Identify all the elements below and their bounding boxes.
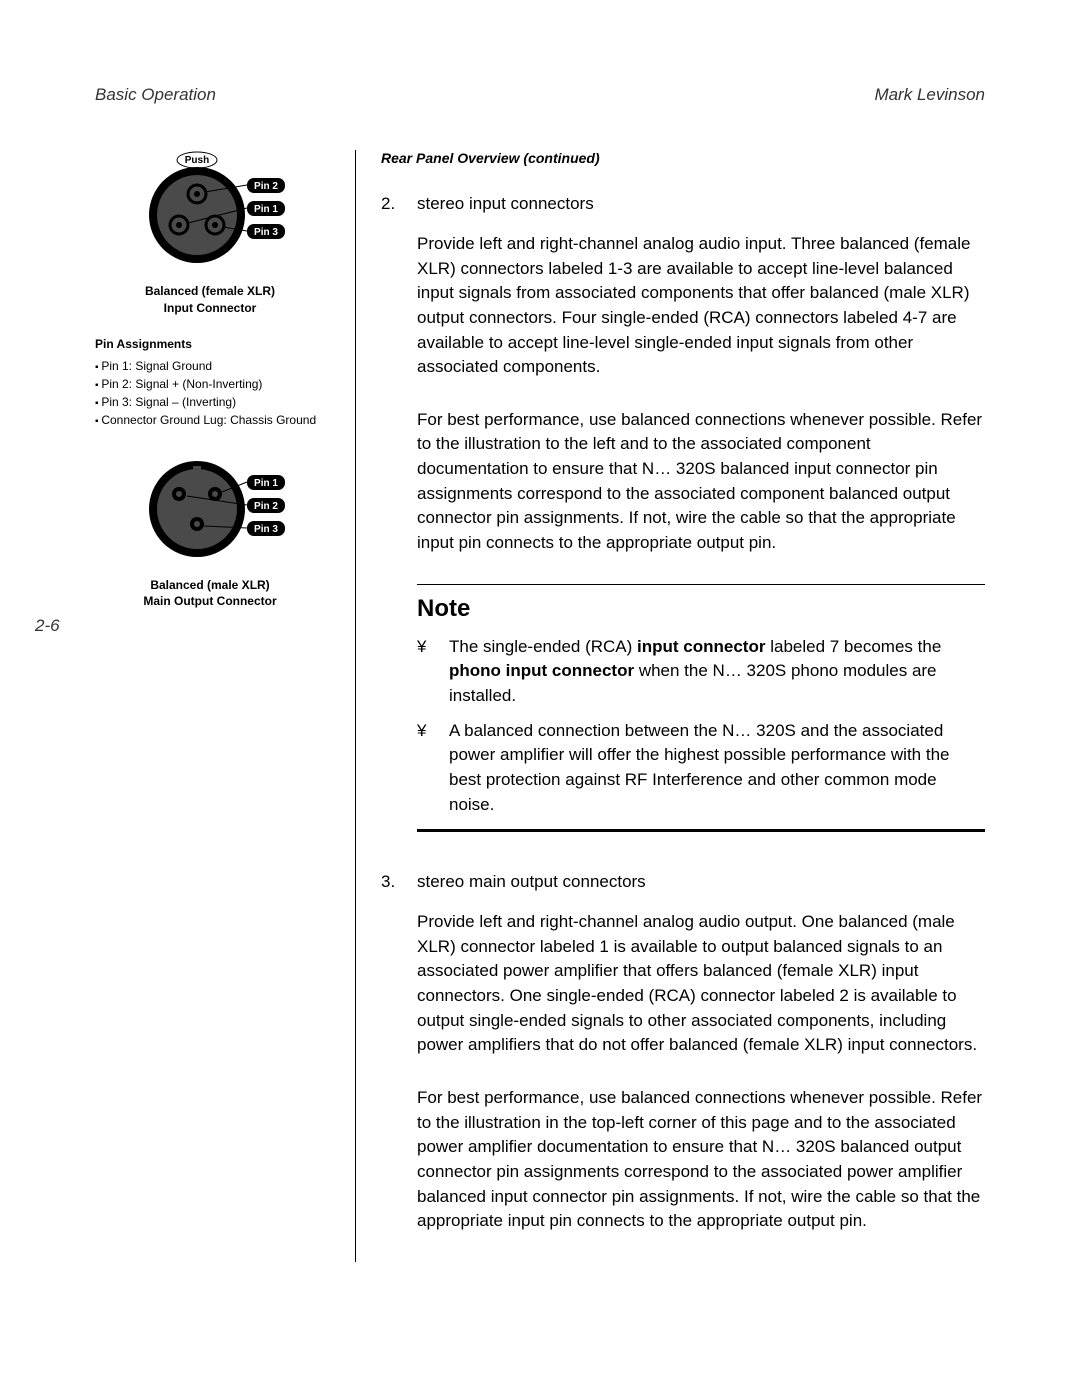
section-title: stereo main output connectors (417, 872, 646, 892)
svg-text:Pin 2: Pin 2 (254, 501, 278, 512)
male-xlr-diagram: Pin 1 Pin 2 Pin 3 Balanced (male XLR) Ma… (95, 454, 325, 611)
female-xlr-diagram: Push Pin 2 Pin 1 (95, 150, 325, 317)
male-xlr-svg: Pin 1 Pin 2 Pin 3 (125, 454, 295, 564)
header-right: Mark Levinson (874, 85, 985, 105)
note-item: ¥ The single-ended (RCA) input connector… (417, 635, 985, 709)
note-list: ¥ The single-ended (RCA) input connector… (417, 635, 985, 817)
header-left: Basic Operation (95, 85, 216, 105)
pin-item: Connector Ground Lug: Chassis Ground (95, 411, 325, 429)
pin-item: Pin 3: Signal – (Inverting) (95, 393, 325, 411)
svg-text:Pin 3: Pin 3 (254, 227, 278, 238)
section-3-heading: 3. stereo main output connectors (381, 872, 985, 892)
section-number: 2. (381, 194, 399, 214)
section-2-para-1: Provide left and right-channel analog au… (417, 232, 985, 380)
note-rule (417, 829, 985, 832)
section-subtitle: Rear Panel Overview (continued) (381, 150, 985, 166)
push-label: Push (185, 155, 209, 166)
page-header: Basic Operation Mark Levinson (95, 85, 985, 105)
note-item-text: The single-ended (RCA) input connector l… (449, 635, 985, 709)
note-title: Note (417, 595, 985, 623)
content: 2-6 Push (95, 150, 985, 1262)
note-item: ¥ A balanced connection between the N… 3… (417, 719, 985, 818)
svg-text:Pin 3: Pin 3 (254, 524, 278, 535)
section-3-para-1: Provide left and right-channel analog au… (417, 910, 985, 1058)
sidebar: 2-6 Push (95, 150, 325, 1262)
section-number: 3. (381, 872, 399, 892)
section-3-para-2: For best performance, use balanced conne… (417, 1086, 985, 1234)
main-column: Rear Panel Overview (continued) 2. stere… (355, 150, 985, 1262)
section-title: stereo input connectors (417, 194, 594, 214)
pin-assignments-title: Pin Assignments (95, 337, 325, 351)
page-number: 2-6 (35, 616, 60, 636)
female-xlr-svg: Push Pin 2 Pin 1 (125, 150, 295, 270)
note-rule (417, 584, 985, 585)
pin-assignments: Pin Assignments Pin 1: Signal Ground Pin… (95, 337, 325, 429)
pin-item: Pin 1: Signal Ground (95, 357, 325, 375)
note-block: Note ¥ The single-ended (RCA) input conn… (417, 584, 985, 832)
pin-assignments-list: Pin 1: Signal Ground Pin 2: Signal + (No… (95, 357, 325, 429)
female-xlr-caption: Balanced (female XLR) Input Connector (95, 283, 325, 317)
male-xlr-caption: Balanced (male XLR) Main Output Connecto… (95, 577, 325, 611)
pin-item: Pin 2: Signal + (Non-Inverting) (95, 375, 325, 393)
svg-text:Pin 2: Pin 2 (254, 181, 278, 192)
svg-text:Pin 1: Pin 1 (254, 204, 278, 215)
note-item-text: A balanced connection between the N… 320… (449, 719, 985, 818)
section-2-para-2: For best performance, use balanced conne… (417, 408, 985, 556)
svg-text:Pin 1: Pin 1 (254, 478, 278, 489)
section-2-heading: 2. stereo input connectors (381, 194, 985, 214)
